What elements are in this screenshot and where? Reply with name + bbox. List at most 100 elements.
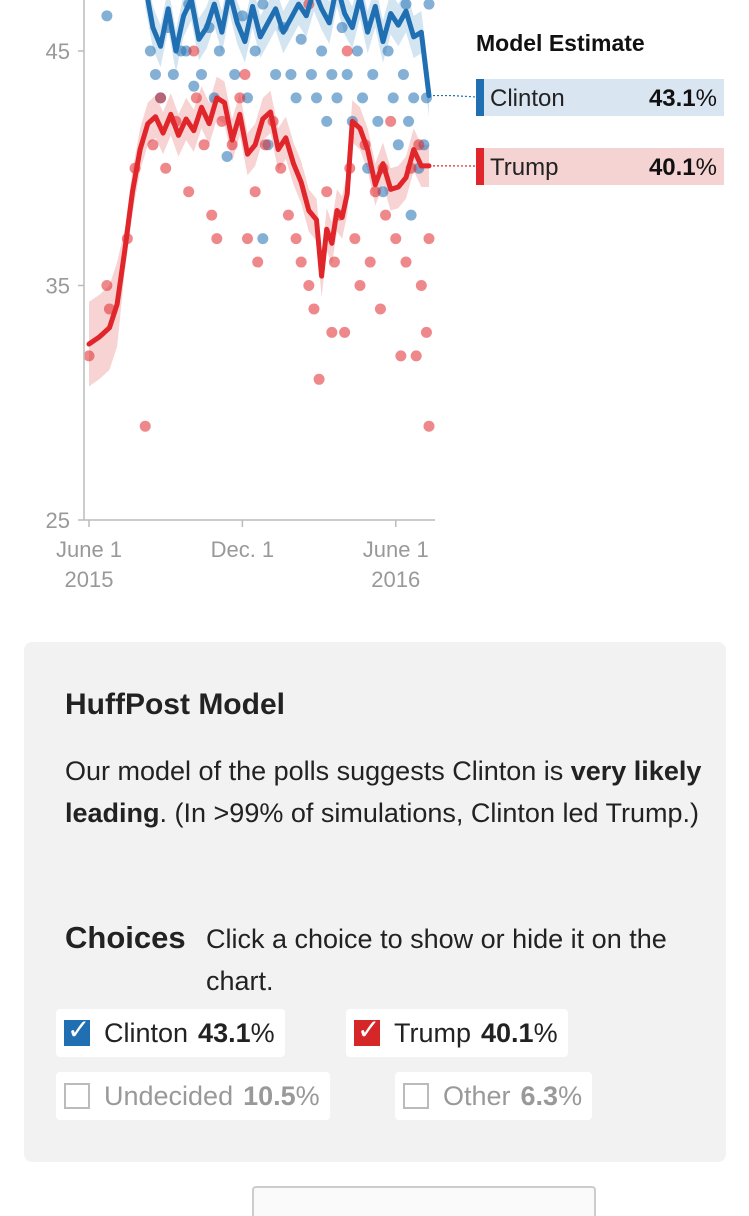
trump-poll-point bbox=[206, 210, 217, 221]
clinton-poll-point bbox=[406, 210, 417, 221]
clinton-leader-line bbox=[433, 96, 476, 97]
trump-poll-point bbox=[329, 257, 340, 268]
model-panel: HuffPost Model Our model of the polls su… bbox=[24, 642, 726, 1162]
clinton-poll-point bbox=[188, 81, 199, 92]
checkbox-unchecked-icon[interactable] bbox=[403, 1083, 429, 1109]
clinton-poll-point bbox=[270, 69, 281, 80]
trump-poll-point bbox=[191, 92, 202, 103]
trump-poll-point bbox=[239, 69, 250, 80]
trump-poll-point bbox=[424, 233, 435, 244]
clinton-poll-point bbox=[214, 46, 225, 57]
y-tick-label: 35 bbox=[46, 274, 70, 299]
clinton-poll-point bbox=[306, 69, 317, 80]
clinton-poll-point bbox=[150, 69, 161, 80]
trump-poll-point bbox=[424, 421, 435, 432]
poll-points bbox=[84, 0, 435, 432]
trump-poll-point bbox=[326, 327, 337, 338]
clinton-poll-point bbox=[342, 69, 353, 80]
clinton-poll-point bbox=[393, 139, 404, 150]
trump-poll-point bbox=[283, 210, 294, 221]
x-tick-label: June 1 bbox=[363, 537, 429, 562]
choice-other[interactable]: Other 6.3% bbox=[395, 1072, 592, 1120]
trump-poll-point bbox=[147, 139, 158, 150]
desc-text-1: Our model of the polls suggests Clinton … bbox=[65, 756, 571, 786]
trump-poll-point bbox=[395, 350, 406, 361]
clinton-poll-point bbox=[257, 233, 268, 244]
clinton-poll-point bbox=[168, 69, 179, 80]
trump-poll-point bbox=[160, 163, 171, 174]
checkbox-checked-icon[interactable]: ✓ bbox=[64, 1020, 90, 1046]
trump-poll-point bbox=[211, 233, 222, 244]
trump-poll-point bbox=[390, 233, 401, 244]
clinton-poll-point bbox=[145, 46, 156, 57]
trump-legend-name: Trump bbox=[490, 154, 558, 181]
choice-name: Undecided bbox=[104, 1081, 233, 1112]
clinton-poll-point bbox=[291, 92, 302, 103]
y-tick-label: 25 bbox=[46, 508, 70, 533]
trump-poll-point bbox=[234, 92, 245, 103]
clinton-poll-point bbox=[316, 46, 327, 57]
trump-poll-point bbox=[296, 257, 307, 268]
choice-clinton[interactable]: ✓ Clinton 43.1% bbox=[56, 1009, 285, 1057]
x-tick-label: June 1 bbox=[56, 537, 122, 562]
choices-heading: Choices bbox=[65, 920, 186, 956]
clinton-poll-point bbox=[331, 92, 342, 103]
trump-poll-point bbox=[416, 280, 427, 291]
trump-poll-point bbox=[242, 233, 253, 244]
trump-poll-point bbox=[411, 350, 422, 361]
panel-title: HuffPost Model bbox=[65, 688, 285, 722]
clinton-poll-point bbox=[326, 69, 337, 80]
checkbox-unchecked-icon[interactable] bbox=[64, 1083, 90, 1109]
trump-poll-point bbox=[314, 374, 325, 385]
clinton-poll-point bbox=[403, 116, 414, 127]
choice-name: Clinton bbox=[104, 1018, 188, 1049]
choice-trump[interactable]: ✓ Trump 40.1% bbox=[346, 1009, 568, 1057]
clinton-poll-point bbox=[101, 10, 112, 21]
clinton-poll-point bbox=[367, 69, 378, 80]
choice-undecided[interactable]: Undecided 10.5% bbox=[56, 1072, 330, 1120]
trump-poll-point bbox=[252, 257, 263, 268]
choice-value: 40.1% bbox=[481, 1018, 558, 1049]
clinton-legend-swatch bbox=[476, 79, 484, 116]
clinton-poll-point bbox=[229, 69, 240, 80]
trump-poll-point bbox=[250, 186, 261, 197]
trump-poll-point bbox=[183, 186, 194, 197]
choice-value: 6.3% bbox=[521, 1081, 583, 1112]
choice-name: Trump bbox=[394, 1018, 471, 1049]
x-tick-label-year: 2015 bbox=[65, 567, 114, 592]
trump-poll-point bbox=[370, 186, 381, 197]
checkbox-checked-icon[interactable]: ✓ bbox=[354, 1020, 380, 1046]
clinton-poll-point bbox=[250, 46, 261, 57]
clinton-band bbox=[145, 0, 429, 117]
trump-poll-point bbox=[342, 46, 353, 57]
trump-poll-point bbox=[291, 233, 302, 244]
trump-poll-point bbox=[349, 233, 360, 244]
y-tick-label: 45 bbox=[46, 39, 70, 64]
trump-poll-point bbox=[303, 280, 314, 291]
trump-poll-point bbox=[321, 186, 332, 197]
trump-poll-point bbox=[199, 139, 210, 150]
desc-text-2: . (In >99% of simulations, Clinton led T… bbox=[160, 798, 700, 828]
clinton-poll-point bbox=[388, 92, 399, 103]
clinton-legend-value: 43.1% bbox=[649, 85, 717, 112]
trump-poll-point bbox=[400, 257, 411, 268]
clinton-poll-point bbox=[424, 0, 435, 10]
clinton-poll-point bbox=[196, 69, 207, 80]
clinton-legend-name: Clinton bbox=[490, 85, 565, 112]
clinton-poll-point bbox=[337, 22, 348, 33]
clinton-poll-point bbox=[357, 92, 368, 103]
clinton-poll-point bbox=[296, 34, 307, 45]
choice-value: 10.5% bbox=[243, 1081, 320, 1112]
choices-hint: Click a choice to show or hide it on the… bbox=[206, 918, 706, 1002]
trump-poll-point bbox=[84, 350, 95, 361]
trump-poll-point bbox=[375, 303, 386, 314]
clinton-poll-point bbox=[222, 151, 233, 162]
trump-poll-point bbox=[101, 280, 112, 291]
legend-title: Model Estimate bbox=[476, 30, 645, 56]
bottom-button[interactable] bbox=[252, 1186, 596, 1216]
clinton-poll-point bbox=[311, 92, 322, 103]
trump-poll-point bbox=[260, 139, 271, 150]
trump-poll-point bbox=[275, 163, 286, 174]
